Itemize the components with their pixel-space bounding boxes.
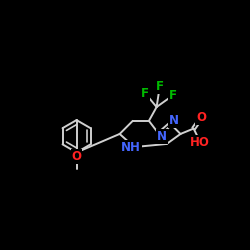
Text: NH: NH: [121, 140, 141, 153]
Text: O: O: [196, 111, 206, 124]
Text: F: F: [156, 80, 164, 94]
Text: O: O: [72, 150, 82, 163]
Text: HO: HO: [190, 136, 210, 149]
Text: N: N: [157, 130, 167, 143]
Text: F: F: [141, 87, 149, 100]
Text: F: F: [169, 89, 177, 102]
Text: N: N: [168, 114, 178, 127]
